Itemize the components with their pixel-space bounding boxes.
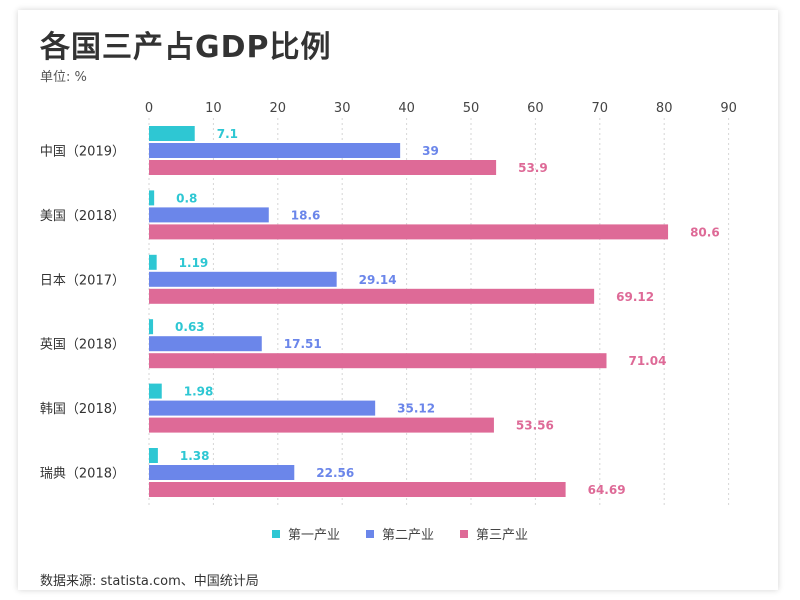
data-label-tertiary: 71.04	[628, 354, 666, 368]
data-labels: 7.1 39 53.9 0.8 18.6 80.6 1.19 29.14 69.12 0.63 17…	[175, 127, 720, 497]
bar-secondary	[149, 336, 262, 352]
category-label: 瑞典（2018）	[40, 467, 125, 482]
bar-secondary	[149, 271, 337, 287]
unit-label: 单位: %	[40, 70, 87, 85]
data-label-primary: 7.1	[217, 127, 238, 141]
bar-primary	[149, 448, 158, 463]
category-labels: 中国（2019） 美国（2018） 日本（2017） 英国（2018） 韩国（2018）…	[40, 145, 125, 482]
bar-secondary	[149, 207, 269, 223]
x-tick-label: 80	[656, 101, 673, 116]
legend-swatch-primary	[271, 529, 280, 538]
data-label-secondary: 39	[422, 144, 439, 158]
data-label-tertiary: 69.12	[616, 290, 654, 304]
data-label-primary: 0.63	[175, 320, 205, 334]
data-label-secondary: 18.6	[291, 208, 321, 222]
legend: 第一产业 第二产业 第三产业	[0, 524, 800, 543]
gridlines	[148, 118, 730, 505]
category-label: 美国（2018）	[40, 209, 125, 224]
data-label-primary: 1.38	[180, 449, 210, 463]
category-label: 中国（2019）	[40, 145, 125, 160]
legend-label-primary: 第一产业	[287, 528, 340, 543]
bar-primary	[149, 126, 195, 141]
bar-secondary	[149, 143, 401, 158]
bar-tertiary	[149, 224, 669, 240]
data-label-tertiary: 64.69	[588, 483, 626, 497]
data-label-tertiary: 53.56	[516, 419, 554, 433]
category-label: 英国（2018）	[40, 338, 125, 353]
source-note: 数据来源: statista.com、中国统计局	[40, 574, 259, 589]
data-label-tertiary: 80.6	[690, 225, 720, 239]
bar-secondary	[149, 400, 376, 416]
data-label-secondary: 17.51	[284, 337, 322, 351]
category-label: 日本（2017）	[40, 273, 125, 288]
bar-tertiary	[149, 482, 566, 497]
data-label-primary: 1.19	[179, 256, 209, 270]
x-tick-label: 0	[145, 101, 153, 116]
data-label-tertiary: 53.9	[518, 161, 548, 175]
x-tick-label: 70	[592, 101, 609, 116]
legend-label-secondary: 第二产业	[381, 528, 434, 543]
category-label: 韩国（2018）	[40, 402, 125, 417]
bar-secondary	[149, 465, 295, 480]
legend-item-tertiary[interactable]: 第三产业	[460, 524, 528, 543]
x-tick-label: 10	[205, 101, 222, 116]
legend-swatch-secondary	[365, 529, 374, 538]
data-label-secondary: 22.56	[316, 466, 354, 480]
bar-primary	[149, 383, 162, 399]
bar-tertiary	[149, 160, 497, 175]
x-axis-ticks: 0 10 20 30 40 50 60 70 80 90	[145, 101, 737, 116]
bar-primary	[149, 190, 155, 206]
legend-swatch-tertiary	[460, 529, 468, 538]
bar-tertiary	[149, 288, 595, 304]
x-tick-label: 40	[398, 101, 415, 116]
legend-label-tertiary: 第三产业	[476, 528, 529, 543]
chart-title: 各国三产占GDP比例	[40, 30, 332, 65]
data-label-secondary: 35.12	[397, 402, 435, 416]
bar-tertiary	[149, 353, 607, 369]
legend-item-secondary[interactable]: 第二产业	[365, 524, 434, 543]
data-label-primary: 1.98	[184, 385, 214, 399]
data-label-secondary: 29.14	[359, 273, 397, 287]
bar-tertiary	[149, 417, 494, 433]
x-tick-label: 20	[270, 101, 287, 116]
x-tick-label: 50	[463, 101, 480, 116]
bars	[149, 126, 669, 497]
bar-primary	[149, 254, 157, 270]
data-label-primary: 0.8	[176, 191, 197, 205]
x-tick-label: 60	[527, 101, 544, 116]
x-tick-label: 30	[334, 101, 351, 116]
bar-primary	[149, 319, 154, 335]
legend-item-primary[interactable]: 第一产业	[271, 524, 340, 543]
x-tick-label: 90	[720, 101, 737, 116]
